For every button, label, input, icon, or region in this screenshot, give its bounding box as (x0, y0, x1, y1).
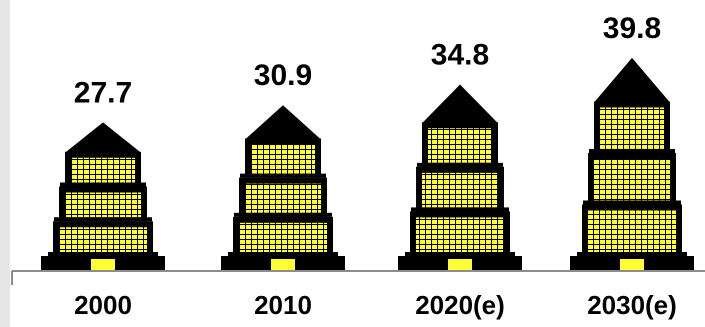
building (570, 57, 694, 270)
ledge (60, 182, 146, 187)
windows (239, 222, 327, 252)
ledge (577, 252, 687, 256)
ledge (228, 252, 338, 256)
windows (416, 217, 504, 252)
x-tick-label: 2010 (254, 290, 312, 320)
ledge (48, 252, 158, 256)
door (448, 259, 472, 270)
value-label: 34.8 (431, 38, 489, 71)
ledge (411, 207, 509, 212)
building (398, 84, 522, 270)
ledge (405, 252, 515, 256)
windows (251, 144, 315, 174)
roof (245, 105, 321, 140)
ledge (417, 162, 503, 167)
value-label: 39.8 (603, 12, 661, 45)
value-label: 30.9 (254, 59, 312, 92)
windows (594, 158, 670, 201)
windows (588, 210, 676, 252)
value-label: 27.7 (74, 76, 132, 109)
door (91, 259, 115, 270)
ledge (583, 200, 681, 205)
ledge (589, 148, 675, 153)
windows (428, 128, 492, 163)
windows (422, 172, 498, 208)
door (620, 259, 644, 270)
windows (65, 192, 141, 218)
windows (245, 183, 321, 213)
x-tick-label: 2000 (74, 290, 132, 320)
roof (65, 122, 141, 153)
x-tick-label: 2030(e) (587, 290, 677, 320)
door (271, 259, 295, 270)
side-strip (0, 0, 10, 327)
windows (59, 227, 147, 252)
building (221, 105, 345, 270)
windows (600, 107, 664, 149)
roof (422, 84, 498, 124)
x-tick-label: 2020(e) (415, 290, 505, 320)
windows (71, 157, 135, 183)
ledge (234, 212, 332, 217)
building (41, 122, 165, 270)
ledge (54, 217, 152, 222)
roof (594, 57, 670, 103)
ledge (240, 173, 326, 178)
